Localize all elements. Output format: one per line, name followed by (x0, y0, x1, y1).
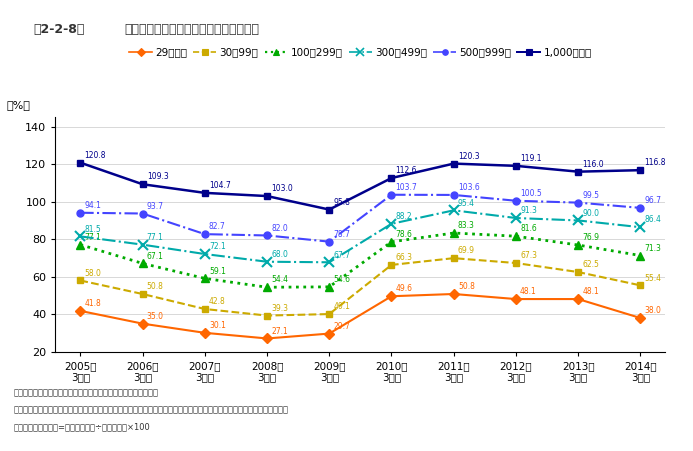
Text: 67.1: 67.1 (147, 252, 164, 261)
Text: 119.1: 119.1 (520, 154, 542, 163)
Text: 82.7: 82.7 (209, 222, 226, 231)
Text: 48.1: 48.1 (582, 287, 599, 296)
Text: 69.9: 69.9 (458, 246, 475, 255)
Text: ２．「充足率」=「就職者数」÷「求人数」×100: ２．「充足率」=「就職者数」÷「求人数」×100 (14, 422, 150, 431)
Text: 38.0: 38.0 (644, 306, 661, 315)
Text: 103.7: 103.7 (396, 183, 417, 192)
Legend: 29人以下, 30～99人, 100～299人, 300～499人, 500～999人, 1,000人以上: 29人以下, 30～99人, 100～299人, 300～499人, 500～9… (129, 47, 592, 57)
Text: 109.3: 109.3 (147, 172, 168, 181)
Text: 35.0: 35.0 (147, 312, 164, 321)
Text: 59.1: 59.1 (209, 267, 226, 276)
Text: 78.7: 78.7 (333, 230, 350, 239)
Text: 91.3: 91.3 (520, 206, 537, 215)
Text: 54.6: 54.6 (333, 275, 351, 284)
Text: 41.8: 41.8 (85, 299, 101, 308)
Text: 96.7: 96.7 (644, 196, 662, 205)
Text: 81.6: 81.6 (520, 225, 537, 234)
Text: （注）１．各年の新規学卒者について、公共職業安定所及び学校において取り扱った求人、就職状況をとりまとめたもの。: （注）１．各年の新規学卒者について、公共職業安定所及び学校において取り扱った求人… (14, 405, 289, 414)
Text: 従業員規模別高校卒業者の充足率の推移: 従業員規模別高校卒業者の充足率の推移 (125, 23, 260, 36)
Text: 103.6: 103.6 (458, 183, 480, 192)
Text: 112.6: 112.6 (396, 166, 417, 175)
Text: 55.4: 55.4 (644, 274, 662, 283)
Text: 120.8: 120.8 (85, 151, 106, 160)
Text: 116.8: 116.8 (644, 158, 666, 167)
Text: 99.5: 99.5 (582, 191, 599, 200)
Text: 資料：厚生労働省「新規学卒者（高校・中学）の職業紹介状況」: 資料：厚生労働省「新規学卒者（高校・中学）の職業紹介状況」 (14, 388, 159, 397)
Text: 66.3: 66.3 (396, 253, 412, 262)
Text: 88.2: 88.2 (396, 212, 412, 221)
Text: 58.0: 58.0 (85, 269, 101, 278)
Text: 90.0: 90.0 (582, 209, 599, 218)
Text: 72.1: 72.1 (209, 242, 226, 251)
Text: 42.8: 42.8 (209, 297, 226, 306)
Text: 第2-2-8図: 第2-2-8図 (33, 23, 85, 36)
Text: 76.9: 76.9 (582, 233, 599, 242)
Text: 62.5: 62.5 (582, 260, 599, 269)
Text: 95.8: 95.8 (333, 198, 350, 207)
Text: 30.1: 30.1 (209, 321, 226, 330)
Text: 83.3: 83.3 (458, 221, 475, 230)
Text: 71.3: 71.3 (644, 244, 661, 253)
Text: 39.3: 39.3 (271, 304, 288, 313)
Text: 78.6: 78.6 (396, 230, 412, 239)
Text: 67.3: 67.3 (520, 251, 537, 260)
Text: 29.7: 29.7 (333, 322, 350, 331)
Text: 67.7: 67.7 (333, 250, 351, 259)
Text: 50.8: 50.8 (147, 282, 164, 291)
Text: 40.1: 40.1 (333, 302, 350, 311)
Text: 103.0: 103.0 (271, 184, 293, 193)
Text: （%）: （%） (7, 100, 30, 110)
Text: 77.1: 77.1 (147, 233, 164, 242)
Text: 100.5: 100.5 (520, 189, 542, 198)
Text: 27.1: 27.1 (271, 327, 288, 336)
Text: 81.5: 81.5 (85, 225, 101, 234)
Text: 116.0: 116.0 (582, 160, 604, 169)
Text: 50.8: 50.8 (458, 282, 475, 291)
Text: 93.7: 93.7 (147, 202, 164, 211)
Text: 86.4: 86.4 (644, 216, 661, 225)
Text: 48.1: 48.1 (520, 287, 537, 296)
Text: 49.6: 49.6 (396, 285, 412, 294)
Text: 120.3: 120.3 (458, 152, 480, 161)
Text: 95.4: 95.4 (458, 198, 475, 207)
Text: 94.1: 94.1 (85, 201, 101, 210)
Text: 104.7: 104.7 (209, 181, 231, 190)
Text: 54.4: 54.4 (271, 276, 288, 285)
Text: 77.1: 77.1 (85, 233, 101, 242)
Text: 82.0: 82.0 (271, 224, 288, 233)
Text: 68.0: 68.0 (271, 250, 288, 259)
